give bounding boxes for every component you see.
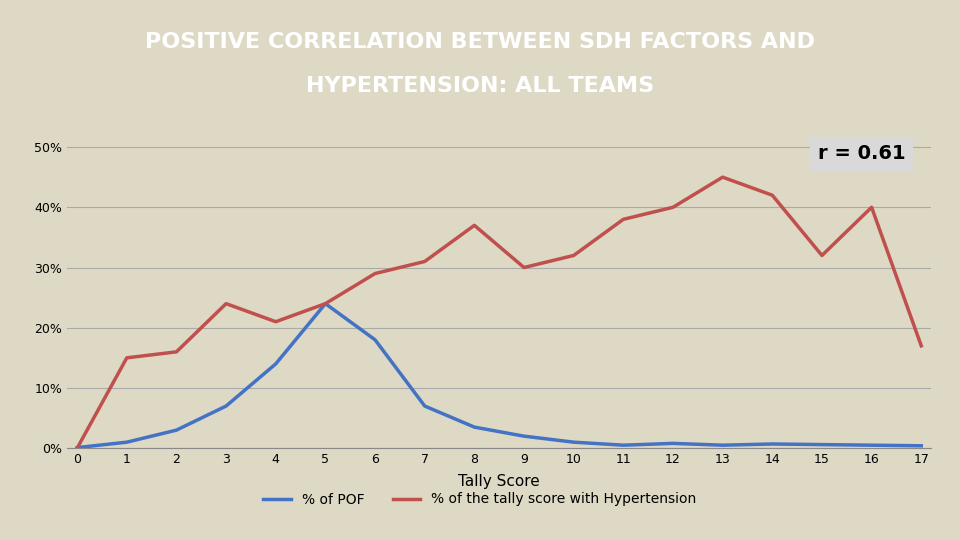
X-axis label: Tally Score: Tally Score [458,475,540,489]
Text: r = 0.61: r = 0.61 [818,144,905,164]
Text: HYPERTENSION: ALL TEAMS: HYPERTENSION: ALL TEAMS [306,76,654,96]
Legend: % of POF, % of the tally score with Hypertension: % of POF, % of the tally score with Hype… [257,487,703,512]
Text: POSITIVE CORRELATION BETWEEN SDH FACTORS AND: POSITIVE CORRELATION BETWEEN SDH FACTORS… [145,31,815,52]
